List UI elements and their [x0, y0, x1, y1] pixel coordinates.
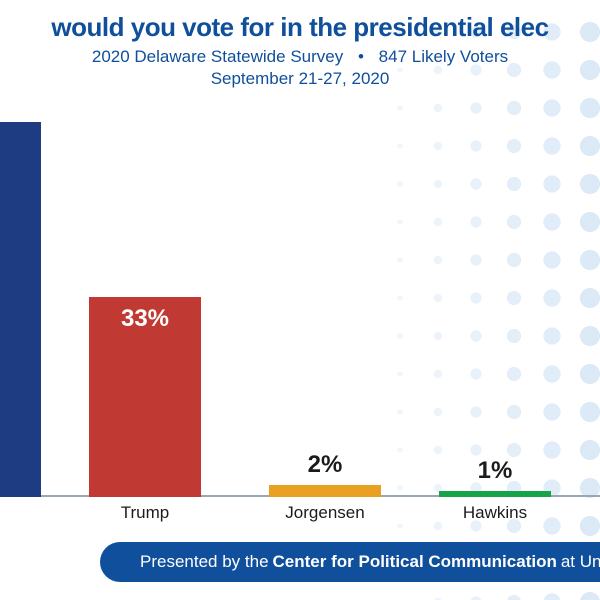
- bar-slot: [0, 122, 60, 497]
- bar: [269, 485, 381, 497]
- bar-slot: 1%Hawkins: [420, 122, 570, 497]
- chart-subtitle: 2020 Delaware Statewide Survey • 847 Lik…: [0, 47, 600, 67]
- subtitle-voters: 847 Likely Voters: [379, 47, 508, 66]
- bar-chart: 33%Trump2%Jorgensen1%Hawkins: [0, 122, 600, 497]
- bar-slot: 2%Jorgensen: [250, 122, 400, 497]
- footer-suffix: at Un: [561, 552, 600, 572]
- bar-category-label: Hawkins: [463, 503, 527, 523]
- bar: [0, 122, 41, 497]
- chart-title: would you vote for in the presidential e…: [0, 12, 600, 43]
- bar-category-label: Jorgensen: [285, 503, 364, 523]
- bar-value-label: 33%: [121, 305, 169, 333]
- bar-slot: 33%Trump: [70, 122, 220, 497]
- bar-value-label: 1%: [478, 457, 513, 485]
- subtitle-survey: 2020 Delaware Statewide Survey: [92, 47, 343, 66]
- bar: [439, 491, 551, 497]
- chart-date: September 21-27, 2020: [0, 69, 600, 89]
- bar-category-label: Trump: [121, 503, 170, 523]
- footer-org: Center for Political Communication: [273, 552, 557, 572]
- subtitle-separator: •: [358, 47, 364, 66]
- bar-value-label: 2%: [308, 451, 343, 479]
- footer-attribution: Presented by the Center for Political Co…: [100, 542, 600, 582]
- footer-prefix: Presented by the: [140, 552, 269, 572]
- chart-card: would you vote for in the presidential e…: [0, 12, 600, 600]
